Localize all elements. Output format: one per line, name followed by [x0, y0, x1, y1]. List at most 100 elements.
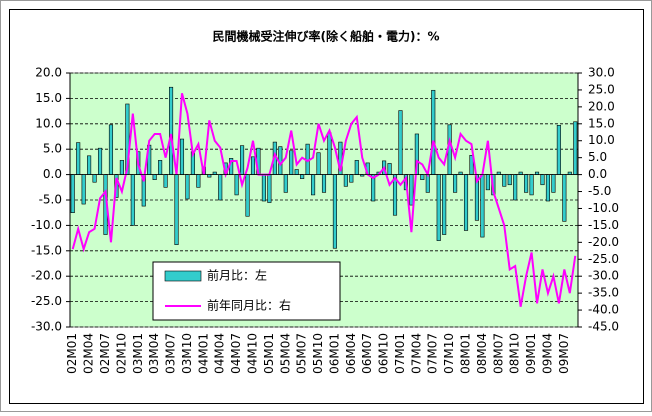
x-tick-label: 04M10 [245, 333, 259, 374]
bar [300, 174, 305, 179]
x-tick-label: 05M10 [311, 333, 325, 374]
x-tick-label: 08M04 [475, 333, 489, 374]
bar [513, 174, 518, 201]
bar [502, 174, 507, 187]
legend-swatch [164, 270, 202, 282]
x-tick-label: 05M04 [278, 333, 292, 374]
x-tick-label: 05M07 [295, 333, 309, 374]
bar [152, 174, 157, 180]
bar [169, 86, 174, 175]
y2-tick-label: -10.0 [588, 201, 619, 215]
y2-tick-label: 5.0 [588, 150, 607, 164]
bar [387, 163, 392, 175]
x-tick-label: 07M01 [393, 333, 407, 374]
y2-tick-label: 30.0 [588, 66, 615, 80]
y-tick-label: 10.0 [35, 116, 62, 130]
x-tick-label: 09M01 [524, 333, 538, 374]
bar [442, 174, 447, 235]
bar [130, 174, 135, 226]
chart-title: 民間機械受注伸び率(除く船舶・電力)：% [213, 29, 440, 44]
bar [196, 174, 201, 188]
bar [507, 174, 512, 186]
x-tick-label: 08M07 [491, 333, 505, 374]
bar [185, 174, 190, 200]
x-tick-label: 09M04 [540, 333, 554, 374]
bar [436, 174, 441, 241]
x-tick-label: 07M07 [426, 333, 440, 374]
x-tick-label: 03M01 [131, 333, 145, 374]
bar [119, 160, 124, 175]
x-tick-label: 06M04 [344, 333, 358, 374]
bar [529, 174, 534, 196]
y-tick-label: -5.0 [39, 193, 62, 207]
x-tick-label: 05M01 [262, 333, 276, 374]
bar [545, 174, 551, 202]
bar [556, 125, 561, 175]
bar [311, 174, 316, 196]
x-tick-label: 03M07 [164, 333, 178, 374]
bar [87, 155, 92, 175]
x-tick-label: 03M10 [180, 333, 194, 374]
y2-tick-label: 25.0 [588, 82, 615, 96]
bar [354, 160, 359, 175]
bar [332, 174, 337, 249]
bar [179, 138, 185, 175]
x-tick-label: 04M04 [213, 333, 227, 374]
bar [218, 174, 223, 201]
x-tick-label: 02M04 [82, 333, 96, 374]
bar [316, 152, 321, 175]
x-tick-label: 06M01 [327, 333, 341, 374]
bar [245, 174, 250, 217]
y-tick-label: 0.0 [43, 167, 62, 181]
x-tick-label: 06M07 [360, 333, 374, 374]
bar [551, 174, 556, 193]
bar [294, 169, 299, 175]
x-tick-label: 08M01 [459, 333, 473, 374]
bar [283, 174, 288, 193]
bar [76, 142, 81, 175]
bar [108, 124, 114, 175]
bar [431, 89, 436, 175]
bar [343, 174, 348, 187]
x-tick-label: 02M10 [114, 333, 128, 374]
y2-tick-label: -25.0 [588, 252, 619, 266]
y2-tick-label: 20.0 [588, 99, 615, 113]
bar [524, 174, 529, 193]
bar [240, 145, 245, 175]
bar [463, 174, 469, 231]
bar [480, 174, 485, 238]
x-tick-label: 04M07 [229, 333, 243, 374]
x-tick-label: 08M10 [508, 333, 522, 374]
y-tick-label: -30.0 [31, 320, 62, 334]
bar [453, 174, 458, 193]
bar [562, 174, 567, 222]
bar [163, 174, 168, 188]
y2-tick-label: 0.0 [588, 167, 607, 181]
y2-tick-label: -15.0 [588, 218, 619, 232]
y-tick-label: -25.0 [31, 294, 62, 308]
x-tick-label: 09M07 [557, 333, 571, 374]
bar [573, 121, 578, 175]
bar [174, 174, 179, 246]
legend-label: 前月比：左 [207, 268, 267, 283]
y2-tick-label: -40.0 [588, 303, 619, 317]
y-tick-label: 20.0 [35, 66, 62, 80]
y-tick-label: -20.0 [31, 269, 62, 283]
bar [97, 147, 103, 175]
bar [349, 174, 354, 183]
bar [398, 110, 403, 175]
bar [81, 174, 86, 205]
bar [70, 174, 75, 214]
bar [92, 174, 97, 183]
x-tick-label: 03M04 [147, 333, 161, 374]
y2-tick-label: 15.0 [588, 116, 615, 130]
y-tick-label: -10.0 [31, 218, 62, 232]
bar [261, 174, 266, 202]
bar [425, 174, 430, 193]
y-tick-label: 15.0 [35, 91, 62, 105]
bar [321, 174, 327, 193]
y2-tick-label: -35.0 [588, 286, 619, 300]
bar [409, 174, 414, 206]
x-tick-label: 06M10 [377, 333, 391, 374]
